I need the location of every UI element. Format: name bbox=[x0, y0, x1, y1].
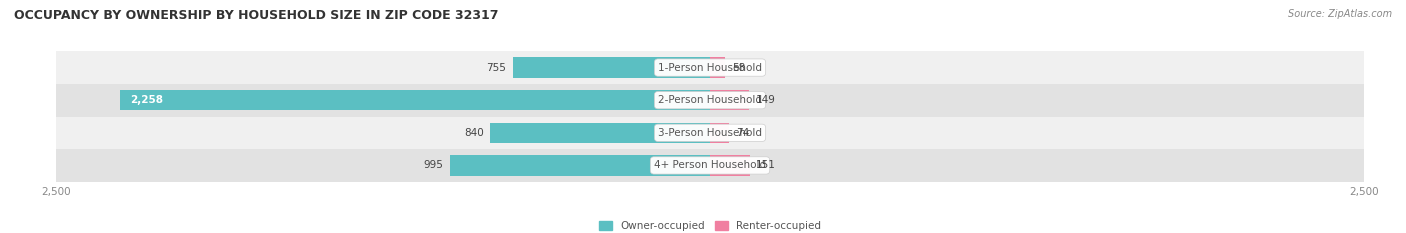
Bar bbox=[710, 155, 749, 175]
Text: 151: 151 bbox=[756, 161, 776, 170]
Text: 2-Person Household: 2-Person Household bbox=[658, 95, 762, 105]
Text: 2,258: 2,258 bbox=[129, 95, 163, 105]
Bar bbox=[56, 51, 1364, 84]
Text: OCCUPANCY BY OWNERSHIP BY HOUSEHOLD SIZE IN ZIP CODE 32317: OCCUPANCY BY OWNERSHIP BY HOUSEHOLD SIZE… bbox=[14, 9, 499, 22]
Text: 4+ Person Household: 4+ Person Household bbox=[654, 161, 766, 170]
Text: 755: 755 bbox=[486, 63, 506, 72]
Text: Source: ZipAtlas.com: Source: ZipAtlas.com bbox=[1288, 9, 1392, 19]
Legend: Owner-occupied, Renter-occupied: Owner-occupied, Renter-occupied bbox=[595, 217, 825, 233]
Text: 74: 74 bbox=[735, 128, 749, 138]
Text: 995: 995 bbox=[423, 161, 443, 170]
Bar bbox=[56, 84, 1364, 116]
Text: 840: 840 bbox=[464, 128, 484, 138]
Bar bbox=[710, 123, 730, 143]
Bar bbox=[56, 149, 1364, 182]
Text: 3-Person Household: 3-Person Household bbox=[658, 128, 762, 138]
Bar bbox=[120, 90, 710, 110]
Text: 1-Person Household: 1-Person Household bbox=[658, 63, 762, 72]
Bar bbox=[450, 155, 710, 175]
Bar bbox=[710, 58, 725, 78]
Text: 149: 149 bbox=[755, 95, 775, 105]
Bar bbox=[491, 123, 710, 143]
Bar bbox=[710, 90, 749, 110]
Bar bbox=[513, 58, 710, 78]
Text: 58: 58 bbox=[731, 63, 745, 72]
Bar bbox=[56, 116, 1364, 149]
